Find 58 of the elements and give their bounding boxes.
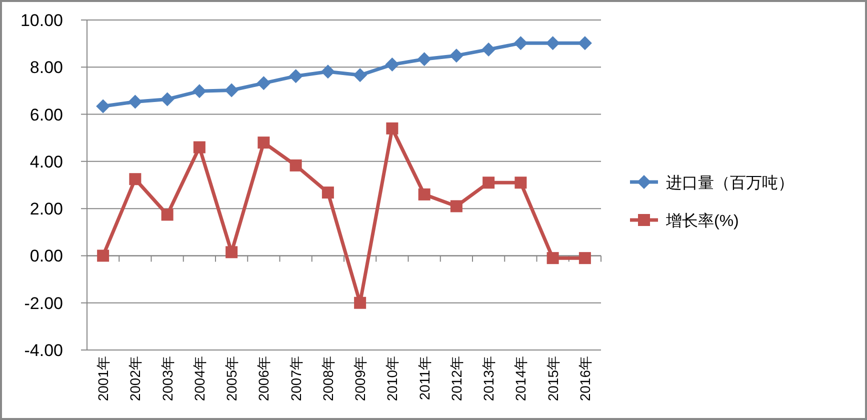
point (97, 250, 110, 262)
point (354, 296, 366, 309)
point (417, 52, 432, 66)
point (514, 36, 528, 50)
point (224, 83, 239, 98)
x-tick-label: 2008年 (320, 356, 336, 402)
x-tick-label: 2002年 (127, 356, 144, 402)
point (128, 94, 142, 109)
x-tick-label: 2009年 (352, 356, 368, 402)
point (546, 36, 560, 50)
point (578, 36, 592, 50)
point (290, 159, 302, 172)
x-tick-label: 2001年 (95, 356, 112, 402)
x-tick-label: 2016年 (576, 356, 593, 402)
y-tick-label: -4.00 (24, 341, 63, 360)
point (386, 122, 398, 134)
point (353, 68, 368, 82)
point (226, 246, 238, 258)
y-tick-label: 8.00 (30, 58, 63, 78)
point (450, 200, 462, 212)
y-tick-label: 2.00 (30, 200, 63, 219)
point (514, 176, 527, 189)
point (482, 42, 496, 56)
x-tick-label: 2015年 (544, 356, 561, 402)
y-tick-label: -2.00 (24, 294, 63, 313)
point (256, 76, 271, 90)
x-tick-label: 2014年 (512, 356, 529, 402)
point (288, 69, 303, 84)
point (192, 84, 206, 98)
point (578, 252, 591, 264)
point (546, 252, 559, 264)
point (193, 141, 206, 154)
point (160, 92, 174, 106)
legend-label: 进口量（百万吨） (666, 174, 794, 192)
point (258, 136, 270, 149)
y-tick-label: 6.00 (30, 105, 63, 124)
x-tick-label: 2006年 (256, 356, 272, 402)
x-tick-label: 2004年 (191, 356, 208, 402)
x-tick-label: 2011年 (416, 356, 432, 400)
x-tick-label: 2013年 (480, 356, 497, 402)
y-tick-label: 0.00 (30, 246, 63, 266)
point (320, 64, 335, 79)
point (322, 186, 334, 199)
y-tick-label: 4.00 (30, 152, 63, 172)
point (96, 99, 110, 114)
x-tick-label: 2005年 (224, 356, 240, 402)
point (449, 48, 464, 63)
point (482, 176, 495, 189)
point (418, 188, 430, 200)
x-tick-label: 2003年 (159, 356, 176, 402)
legend-label: 增长率(%) (665, 212, 739, 230)
y-tick-label: 10.00 (20, 11, 63, 30)
x-tick-label: 2007年 (288, 356, 304, 402)
point (129, 173, 142, 186)
x-tick-label: 2010年 (384, 356, 400, 402)
point (385, 58, 400, 72)
x-tick-label: 2012年 (448, 356, 464, 402)
point (161, 208, 174, 221)
